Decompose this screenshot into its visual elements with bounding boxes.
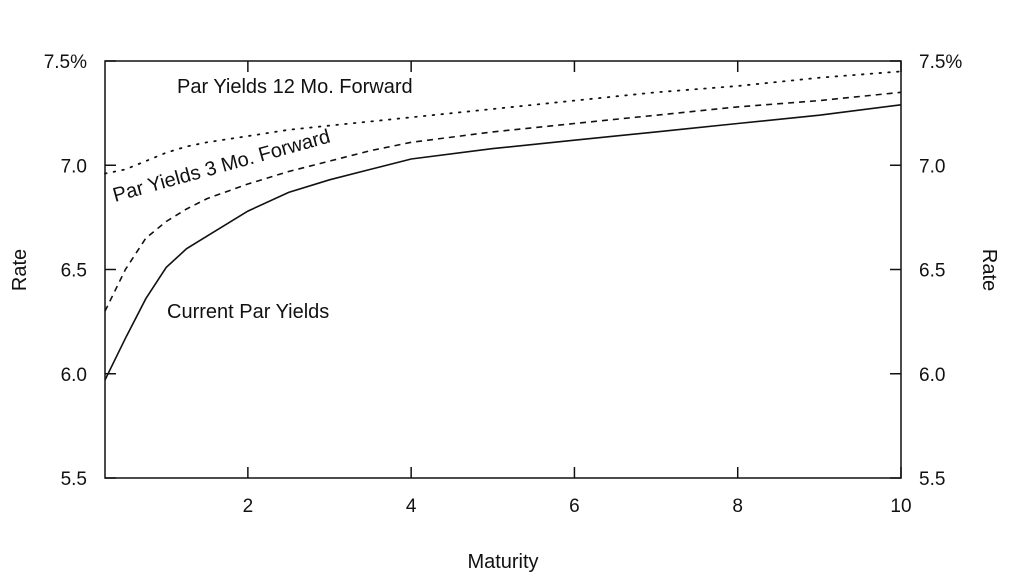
label-par-yields-3mo-forward: Par Yields 3 Mo. Forward xyxy=(110,126,332,207)
y-tick-label-left: 6.0 xyxy=(61,365,87,386)
y-axis-title-left: Rate xyxy=(9,249,31,291)
label-current-par-yields: Current Par Yields xyxy=(167,301,329,323)
x-tick-label: 6 xyxy=(569,496,580,517)
y-tick-label-left: 5.5 xyxy=(61,469,87,490)
series-lines xyxy=(104,70,902,381)
y-axis-title-right: Rate xyxy=(978,249,1000,291)
y-tick-label-right: 6.5 xyxy=(919,261,945,282)
y-tick-label-left: 7.5% xyxy=(44,52,87,73)
label-par-yields-12mo-forward: Par Yields 12 Mo. Forward xyxy=(177,76,413,98)
y-tick-label-left: 6.5 xyxy=(61,261,87,282)
y-tick-label-right: 6.0 xyxy=(919,365,945,386)
series-line-par-yields-12-mo-forward xyxy=(104,70,902,175)
plot-area-frame xyxy=(104,60,902,479)
x-tick-label: 8 xyxy=(732,496,743,517)
axis-ticks: 2 4 6 8 10 5.5 5.5 6.0 6.0 6.5 6.5 7.0 7.0 7.5% 7.5% xyxy=(44,52,963,517)
y-tick-label-right: 7.0 xyxy=(919,156,945,177)
x-tick-label: 10 xyxy=(890,496,911,517)
x-tick-label: 4 xyxy=(406,496,417,517)
series-line-current-par-yields xyxy=(104,104,902,381)
y-tick-label-left: 7.0 xyxy=(61,156,87,177)
y-tick-label-right: 5.5 xyxy=(919,469,945,490)
x-tick-label: 2 xyxy=(243,496,254,517)
series-line-par-yields-3-mo-forward xyxy=(104,91,902,312)
y-tick-label-right: 7.5% xyxy=(919,52,962,73)
x-axis-title: Maturity xyxy=(467,551,538,573)
